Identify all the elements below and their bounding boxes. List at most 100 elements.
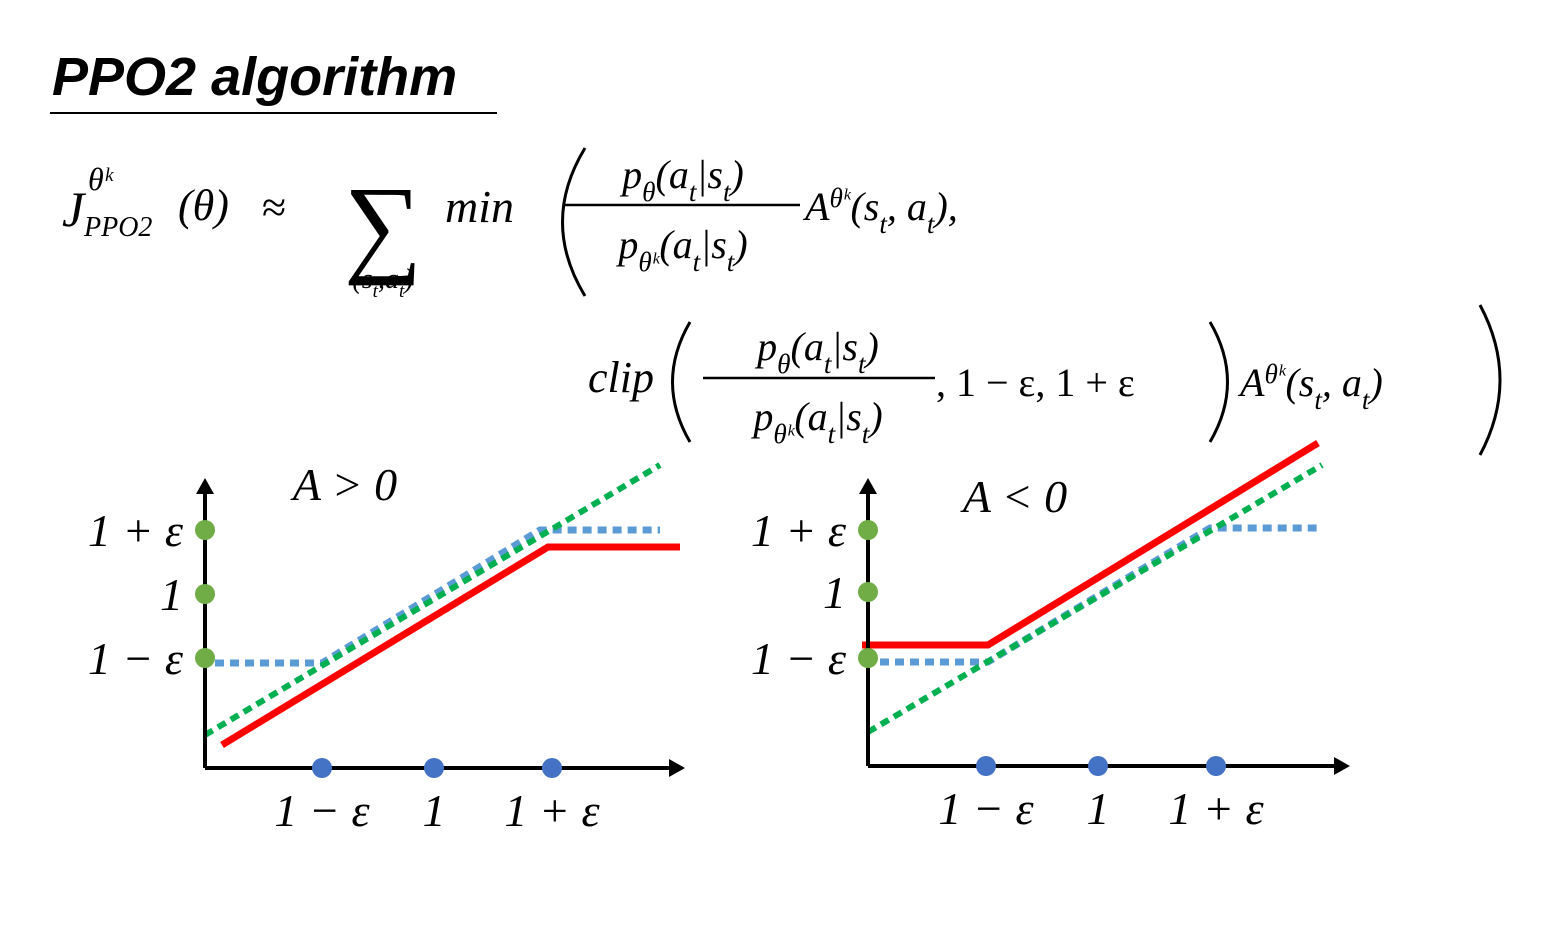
math-part: , a: [1322, 360, 1362, 405]
panel-title: A > 0: [290, 459, 397, 510]
subscript: t: [373, 281, 379, 302]
sum-sign: ∑: [344, 164, 422, 286]
paren: [561, 147, 587, 297]
math-part: |s: [835, 394, 862, 439]
math-part: ): [867, 394, 882, 439]
math-part: ,a: [378, 264, 399, 295]
subscript: t: [689, 177, 698, 207]
math-part: p: [750, 394, 773, 439]
paren: [1478, 304, 1502, 456]
math-part: ): [864, 324, 879, 369]
superscript: θᵏ: [829, 183, 851, 213]
subscript: t: [828, 419, 837, 449]
objective-line: [862, 440, 1320, 649]
arrow-head: [196, 478, 214, 494]
subscript: t: [1362, 385, 1371, 415]
math-part: (a: [659, 222, 692, 267]
clipped-line: [215, 526, 660, 667]
math-part: (s: [850, 184, 879, 229]
math-text: J: [62, 181, 87, 237]
math-part: (s: [352, 264, 372, 295]
paren: [671, 321, 692, 443]
y-dot: [858, 520, 878, 540]
clipped-line: [880, 524, 1322, 666]
panel-title: A < 0: [960, 471, 1067, 522]
math-part: (s: [1285, 360, 1314, 405]
x-dot: [1088, 756, 1108, 776]
y-label: 1: [823, 567, 846, 618]
x-label: 1 + ε: [1168, 783, 1264, 834]
arrow-head: [669, 759, 685, 777]
ratio-line: [866, 462, 1324, 735]
math-part: |s: [696, 152, 723, 197]
x-dot: [542, 758, 562, 778]
math-part: A: [802, 184, 830, 229]
math-text: min: [445, 181, 514, 232]
subscript: t: [927, 209, 936, 239]
numerator: pθ(at|st): [619, 152, 744, 207]
arrow-head: [859, 478, 877, 494]
math-part: (a: [791, 324, 824, 369]
math-text: clip: [588, 353, 654, 402]
math-part: A: [1237, 360, 1265, 405]
math-part: ): [932, 184, 947, 229]
subscript: t: [693, 247, 702, 277]
subscript: t: [824, 349, 833, 379]
y-label: 1 + ε: [88, 505, 184, 556]
subscript: θ: [777, 349, 790, 379]
y-label: 1 − ε: [88, 633, 184, 684]
paren: [1208, 321, 1229, 443]
y-label: 1 + ε: [751, 505, 847, 556]
subscript: t: [727, 247, 736, 277]
math-text: (θ): [178, 181, 229, 230]
math-part: (a: [794, 394, 827, 439]
math-part: p: [615, 222, 638, 267]
y-dot: [195, 648, 215, 668]
math-part: ): [729, 152, 744, 197]
subscript: t: [862, 419, 871, 449]
math-part: ): [402, 264, 413, 295]
math-part: |s: [700, 222, 727, 267]
y-label: 1 − ε: [751, 633, 847, 684]
y-label: 1: [160, 569, 183, 620]
math-part: p: [619, 152, 642, 197]
math-part: p: [754, 324, 777, 369]
x-label: 1 − ε: [274, 785, 370, 836]
arrow-head: [1334, 757, 1350, 775]
objective-line: [220, 543, 680, 748]
subscript: t: [858, 349, 867, 379]
advantage: Aθᵏ(st, at): [1237, 359, 1383, 415]
sum-index: (st,at): [352, 264, 413, 302]
advantage: Aθᵏ(st, at),: [802, 183, 958, 239]
subscript: t: [879, 209, 888, 239]
x-label: 1: [1087, 783, 1110, 834]
math-part: (a: [656, 152, 689, 197]
clip-args: , 1 − ε, 1 + ε: [936, 360, 1135, 405]
y-dot: [858, 582, 878, 602]
math-part: , a: [887, 184, 927, 229]
numerator: pθ(at|st): [754, 324, 879, 379]
x-dot: [424, 758, 444, 778]
math-text: PPO2: [83, 212, 152, 243]
subscript: t: [1314, 385, 1323, 415]
math-part: ): [732, 222, 747, 267]
denominator: pθᵏ(at|st): [615, 222, 747, 277]
y-dot: [195, 520, 215, 540]
subscript: θ: [642, 177, 655, 207]
y-dot: [195, 584, 215, 604]
x-dot: [1206, 756, 1226, 776]
x-label: 1 − ε: [938, 783, 1034, 834]
x-label: 1: [423, 785, 446, 836]
subscript: θᵏ: [638, 247, 660, 277]
denominator: pθᵏ(at|st): [750, 394, 882, 449]
superscript: θᵏ: [1264, 359, 1286, 389]
slide-title: PPO2 algorithm: [52, 47, 457, 107]
math-part: ): [1367, 360, 1382, 405]
subscript: t: [399, 281, 405, 302]
subscript: t: [723, 177, 732, 207]
math-text: θᵏ: [88, 161, 115, 197]
subscript: θᵏ: [773, 419, 795, 449]
math-part: ,: [948, 184, 958, 229]
math-part: |s: [831, 324, 858, 369]
